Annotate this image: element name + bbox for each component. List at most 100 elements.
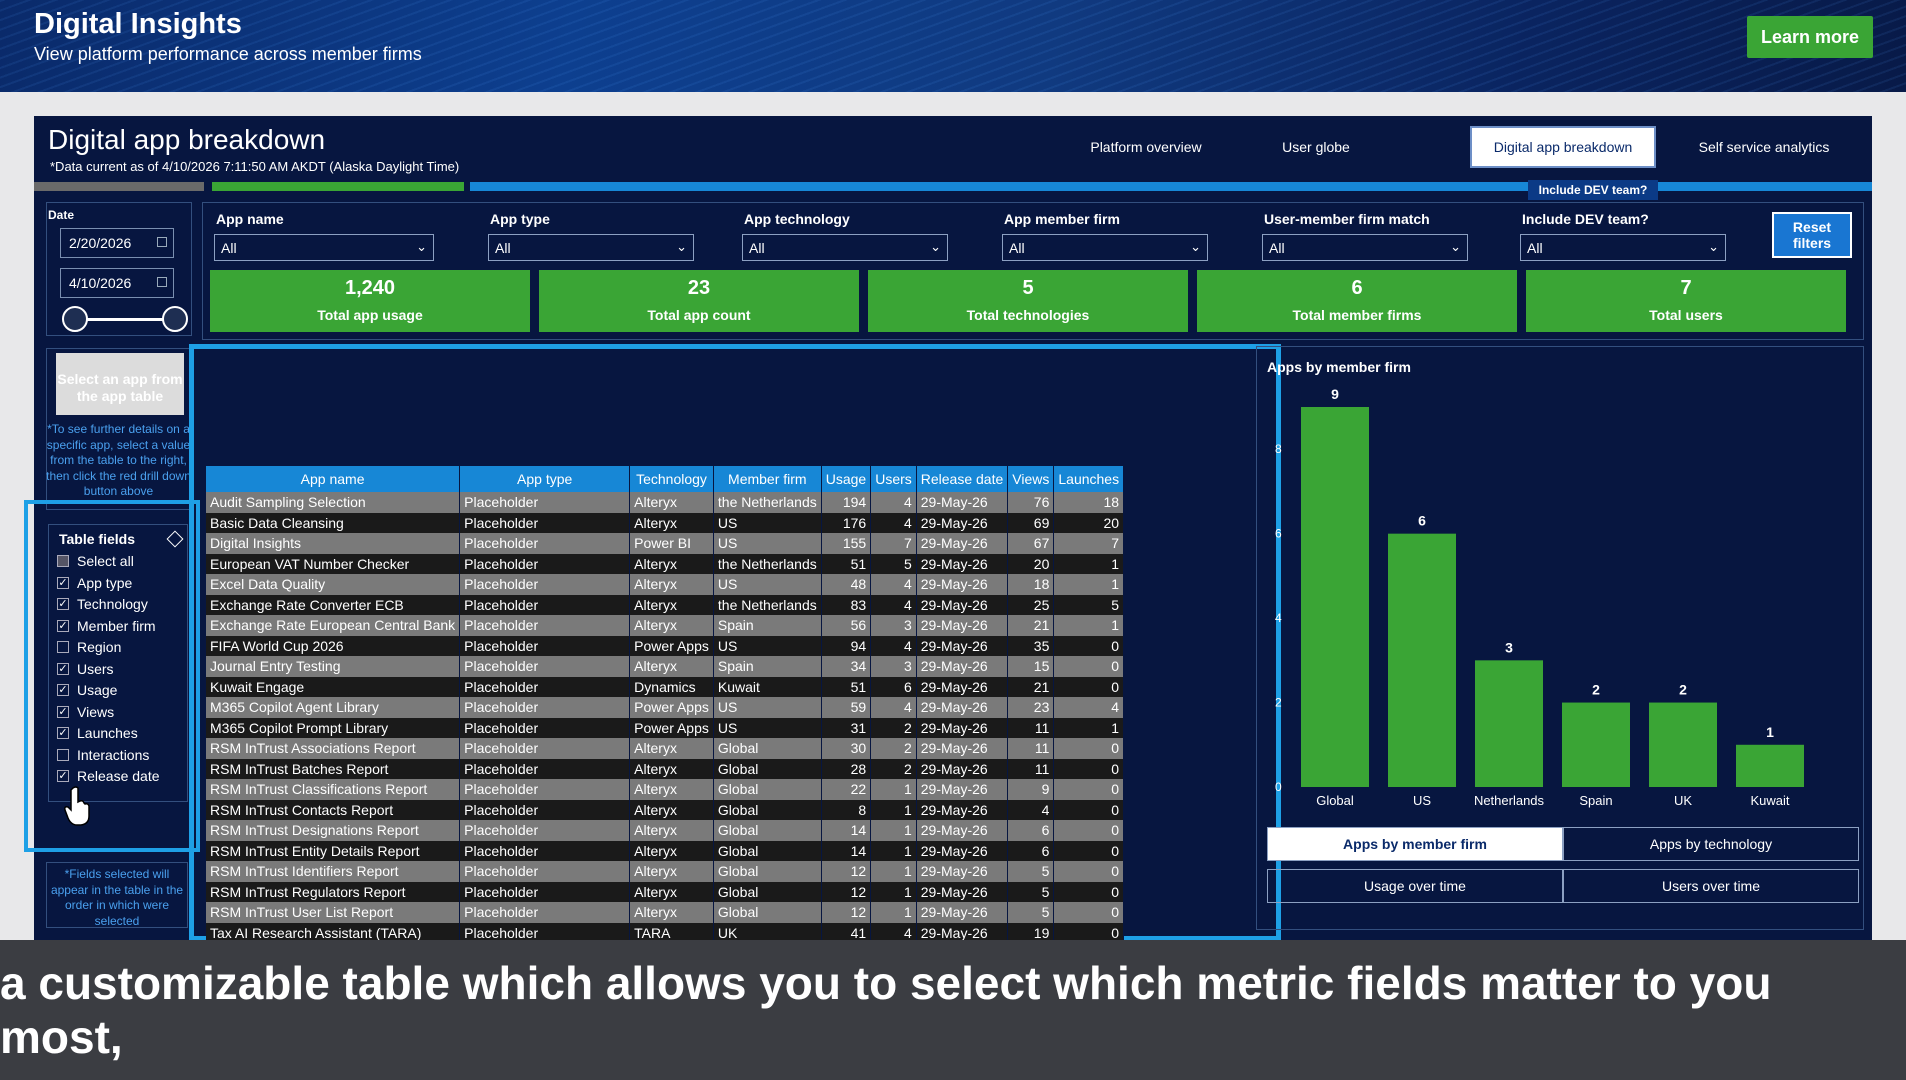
checkbox[interactable]: ✓ [57, 684, 69, 696]
include-dev-team-dropdown[interactable]: All ⌄ [1520, 234, 1726, 261]
table-cell[interactable]: Placeholder [459, 676, 631, 697]
table-cell[interactable]: 51 [821, 553, 872, 574]
column-header[interactable]: Technology [629, 466, 714, 492]
table-cell[interactable]: RSM InTrust Entity Details Report [206, 840, 461, 861]
table-cell[interactable]: Global [713, 758, 822, 779]
table-cell[interactable]: Dynamics [629, 676, 714, 697]
table-cell[interactable]: 29-May-26 [916, 594, 1009, 615]
table-cell[interactable]: 5 [870, 553, 917, 574]
table-cell[interactable]: US [713, 533, 822, 554]
table-cell[interactable]: Alteryx [629, 615, 714, 636]
table-cell[interactable]: 1 [870, 881, 917, 902]
table-cell[interactable]: 1 [870, 820, 917, 841]
start-date-input[interactable]: 2/20/2026 [60, 228, 174, 258]
table-cell[interactable]: 22 [821, 779, 872, 800]
table-cell[interactable]: Global [713, 902, 822, 923]
table-cell[interactable]: Alteryx [629, 779, 714, 800]
table-cell[interactable]: 11 [1007, 758, 1055, 779]
table-row[interactable]: Tax AI Research Assistant (TARA) Placehol… [206, 922, 1125, 943]
app-member-firm-dropdown[interactable]: All ⌄ [1002, 234, 1208, 261]
table-cell[interactable]: Placeholder [459, 594, 631, 615]
checkbox[interactable] [57, 555, 69, 567]
table-cell[interactable]: 4 [870, 492, 917, 513]
table-cell[interactable]: Alteryx [629, 840, 714, 861]
table-cell[interactable]: Tax AI Research Assistant (TARA) [206, 922, 461, 943]
table-cell[interactable]: US [713, 635, 822, 656]
table-cell[interactable]: 8 [821, 799, 872, 820]
table-cell[interactable]: 14 [821, 840, 872, 861]
table-cell[interactable]: 29-May-26 [916, 799, 1009, 820]
column-header[interactable]: Views [1007, 466, 1055, 492]
table-cell[interactable]: 0 [1053, 799, 1125, 820]
field-toggle[interactable]: ✓ Views [57, 704, 114, 720]
table-row[interactable]: RSM InTrust Associations Report Placehold… [206, 738, 1125, 759]
users-over-time-button[interactable]: Users over time [1563, 869, 1859, 903]
table-row[interactable]: RSM InTrust User List Report Placeholder A… [206, 902, 1125, 923]
checkbox[interactable]: ✓ [57, 662, 69, 675]
table-cell[interactable]: 41 [821, 922, 872, 943]
table-cell[interactable]: Journal Entry Testing [206, 656, 461, 677]
table-cell[interactable]: 0 [1053, 861, 1125, 882]
table-cell[interactable]: 29-May-26 [916, 615, 1009, 636]
calendar-icon[interactable] [157, 277, 167, 287]
table-cell[interactable]: M365 Copilot Agent Library [206, 697, 461, 718]
table-cell[interactable]: Placeholder [459, 799, 631, 820]
checkbox[interactable]: ✓ [57, 619, 69, 632]
table-cell[interactable]: Alteryx [629, 820, 714, 841]
table-cell[interactable]: Alteryx [629, 861, 714, 882]
table-cell[interactable]: 11 [1007, 738, 1055, 759]
table-cell[interactable]: 83 [821, 594, 872, 615]
table-row[interactable]: Exchange Rate European Central Bank Place… [206, 615, 1125, 636]
table-cell[interactable]: 29-May-26 [916, 902, 1009, 923]
table-cell[interactable]: 6 [1007, 820, 1055, 841]
table-cell[interactable]: 29-May-26 [916, 922, 1009, 943]
table-cell[interactable]: Placeholder [459, 922, 631, 943]
field-toggle[interactable]: ✓ Launches [57, 725, 138, 741]
table-cell[interactable]: 5 [1007, 861, 1055, 882]
table-cell[interactable]: 6 [1007, 840, 1055, 861]
table-cell[interactable]: 4 [870, 574, 917, 595]
table-cell[interactable]: Exchange Rate Converter ECB [206, 594, 461, 615]
table-cell[interactable]: 20 [1053, 512, 1125, 533]
table-cell[interactable]: Placeholder [459, 615, 631, 636]
table-cell[interactable]: RSM InTrust Batches Report [206, 758, 461, 779]
table-row[interactable]: Exchange Rate Converter ECB Placeholder Al… [206, 594, 1125, 615]
nav-digital-app-breakdown[interactable]: Digital app breakdown [1470, 126, 1656, 168]
table-cell[interactable]: Placeholder [459, 533, 631, 554]
table-cell[interactable]: 15 [1007, 656, 1055, 677]
table-cell[interactable]: 31 [821, 717, 872, 738]
table-row[interactable]: Digital Insights Placeholder Power BI US 155… [206, 533, 1125, 554]
apps-by-member-firm-button[interactable]: Apps by member firm [1267, 827, 1563, 861]
table-cell[interactable]: the Netherlands [713, 492, 822, 513]
table-cell[interactable]: Excel Data Quality [206, 574, 461, 595]
checkbox[interactable]: ✓ [57, 727, 69, 739]
table-cell[interactable]: Placeholder [459, 512, 631, 533]
app-name-dropdown[interactable]: All ⌄ [214, 234, 434, 261]
table-cell[interactable]: Placeholder [459, 553, 631, 574]
table-cell[interactable]: 34 [821, 656, 872, 677]
table-cell[interactable]: Placeholder [459, 758, 631, 779]
table-cell[interactable]: Alteryx [629, 656, 714, 677]
table-cell[interactable]: 4 [870, 697, 917, 718]
table-cell[interactable]: Placeholder [459, 881, 631, 902]
table-cell[interactable]: 21 [1007, 676, 1055, 697]
table-cell[interactable]: the Netherlands [713, 553, 822, 574]
table-cell[interactable]: 2 [870, 738, 917, 759]
table-cell[interactable]: US [713, 512, 822, 533]
table-cell[interactable]: Global [713, 840, 822, 861]
table-cell[interactable]: 29-May-26 [916, 676, 1009, 697]
table-cell[interactable]: 29-May-26 [916, 492, 1009, 513]
table-cell[interactable]: Placeholder [459, 902, 631, 923]
table-row[interactable]: RSM InTrust Entity Details Report Placeho… [206, 840, 1125, 861]
table-cell[interactable]: 4 [1053, 697, 1125, 718]
table-cell[interactable]: Kuwait [713, 676, 822, 697]
nav-platform-overview[interactable]: Platform overview [1090, 139, 1202, 155]
table-cell[interactable]: 0 [1053, 922, 1125, 943]
table-cell[interactable]: 4 [870, 594, 917, 615]
table-cell[interactable]: RSM InTrust Contacts Report [206, 799, 461, 820]
table-cell[interactable]: 29-May-26 [916, 779, 1009, 800]
table-cell[interactable]: 12 [821, 902, 872, 923]
table-row[interactable]: Excel Data Quality Placeholder Alteryx US 48… [206, 574, 1125, 595]
table-cell[interactable]: 29-May-26 [916, 840, 1009, 861]
table-cell[interactable]: 1 [870, 861, 917, 882]
